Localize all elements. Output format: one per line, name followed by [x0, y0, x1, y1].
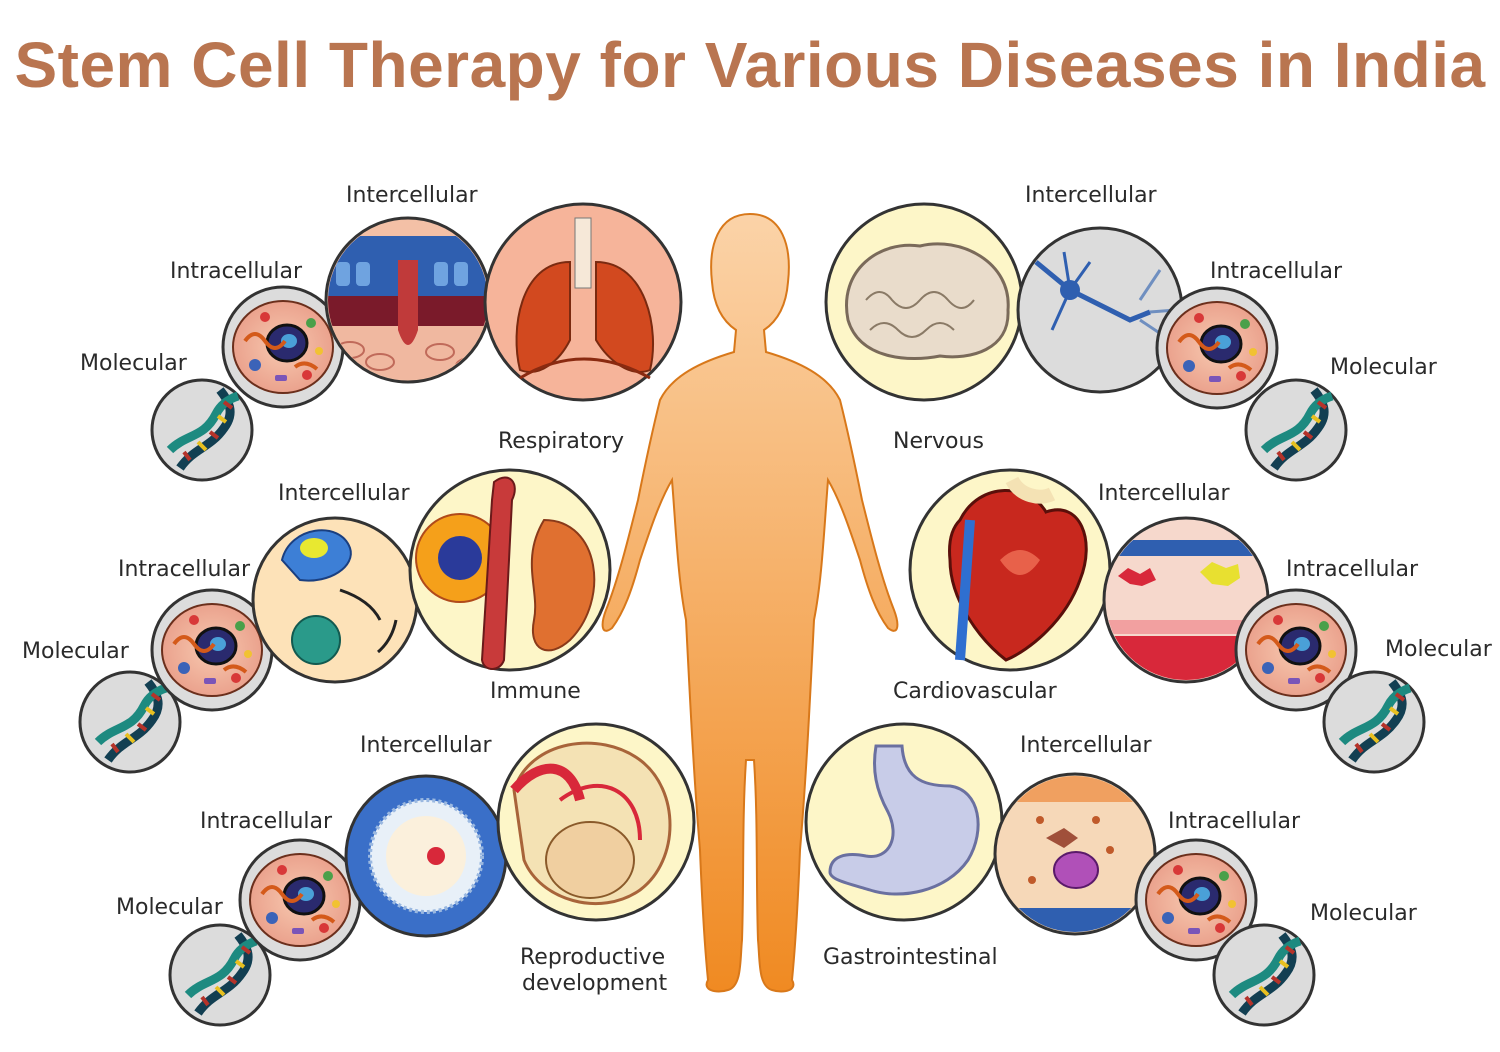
gastrointestinal-cluster: Intercellular Intracellular Molecular Ga… — [804, 722, 1418, 1025]
neuron-icon — [1016, 226, 1184, 394]
diagram-title: Stem Cell Therapy for Various Diseases i… — [14, 29, 1486, 101]
respiratory-intercellular-label: Intercellular — [346, 183, 479, 208]
nervous-system-label: Nervous — [893, 429, 984, 454]
human-body-silhouette — [601, 212, 899, 993]
stomach-icon — [804, 722, 1004, 922]
immune-intercellular-label: Intercellular — [278, 481, 411, 506]
nervous-molecular-label: Molecular — [1330, 355, 1438, 380]
respiratory-molecular-label: Molecular — [80, 351, 188, 376]
reproductive-cluster: Intercellular Intracellular Molecular Re… — [116, 722, 696, 1025]
lungs-icon — [483, 202, 683, 402]
heart-icon — [908, 468, 1112, 672]
reproductive-system-label-line2: development — [522, 971, 668, 996]
immune-cluster: Intercellular Intracellular Molecular Im… — [22, 468, 612, 772]
respiratory-intracellular-label: Intracellular — [170, 259, 303, 284]
cardiovascular-system-label: Cardiovascular — [893, 679, 1058, 704]
egg-cell-icon — [344, 774, 508, 938]
epithelium-icon — [324, 216, 492, 384]
dna-helix-icon — [1324, 672, 1424, 772]
nervous-intracellular-label: Intracellular — [1210, 259, 1343, 284]
kidney-bone-icon — [408, 468, 612, 672]
cardiovascular-intracellular-label: Intracellular — [1286, 557, 1419, 582]
gastrointestinal-intracellular-label: Intracellular — [1168, 809, 1301, 834]
cardiovascular-intercellular-label: Intercellular — [1098, 481, 1231, 506]
dna-helix-icon — [152, 380, 252, 480]
cell-icon — [238, 838, 362, 962]
reproductive-system-label-line1: Reproductive — [520, 945, 665, 970]
gastrointestinal-intercellular-label: Intercellular — [1020, 733, 1153, 758]
reproductive-intercellular-label: Intercellular — [360, 733, 493, 758]
gastrointestinal-molecular-label: Molecular — [1310, 901, 1418, 926]
fetus-icon — [496, 722, 696, 922]
reproductive-intracellular-label: Intracellular — [200, 809, 333, 834]
cardiovascular-cluster: Intercellular Intracellular Molecular Ca… — [893, 468, 1493, 772]
immune-system-label: Immune — [490, 679, 581, 704]
cardiovascular-molecular-label: Molecular — [1385, 637, 1493, 662]
nervous-intercellular-label: Intercellular — [1025, 183, 1158, 208]
immune-cells-icon — [251, 516, 419, 684]
gastrointestinal-system-label: Gastrointestinal — [823, 945, 998, 970]
immune-molecular-label: Molecular — [22, 639, 130, 664]
intestinal-cell-icon — [993, 772, 1157, 936]
cell-icon — [1155, 286, 1279, 410]
respiratory-system-label: Respiratory — [498, 429, 624, 454]
brain-icon — [824, 202, 1024, 402]
respiratory-cluster: Intercellular Intracellular Molecular Re… — [80, 183, 683, 480]
immune-intracellular-label: Intracellular — [118, 557, 251, 582]
dna-helix-icon — [1214, 925, 1314, 1025]
nervous-cluster: Intercellular Intracellular Molecular Ne… — [824, 183, 1438, 480]
reproductive-molecular-label: Molecular — [116, 895, 224, 920]
dna-helix-icon — [1246, 380, 1346, 480]
